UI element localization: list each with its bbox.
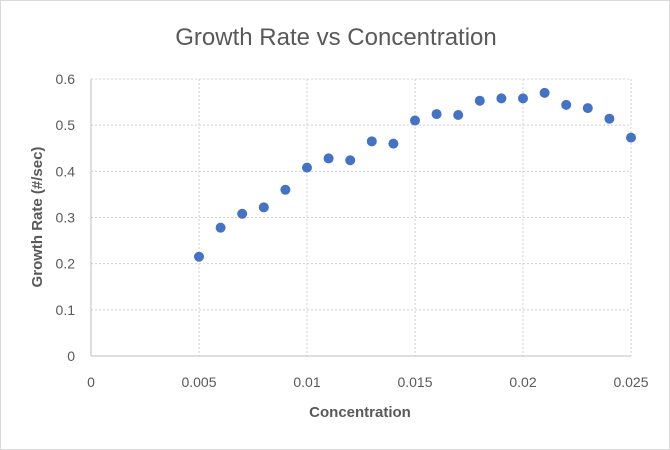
data-point — [518, 93, 528, 104]
x-tick-label: 0.025 — [613, 374, 648, 390]
y-tick-label: 0.5 — [56, 117, 76, 133]
y-tick-label: 0.2 — [56, 256, 76, 272]
data-point — [453, 110, 464, 121]
data-point — [302, 162, 312, 173]
data-point — [345, 155, 356, 166]
data-point — [539, 87, 550, 98]
data-points — [194, 87, 636, 262]
tick-labels: 0 0.1 0.2 0.3 0.4 0.5 0.6 0 0.005 0.01 0.015 0.02 0.… — [56, 71, 649, 390]
data-point — [237, 208, 248, 219]
x-tick-label: 0.005 — [181, 374, 216, 390]
x-tick-label: 0.01 — [293, 374, 320, 390]
data-point — [561, 99, 572, 110]
data-point — [258, 202, 269, 213]
x-tick-label: 0 — [87, 374, 95, 390]
y-tick-label: 0 — [67, 348, 75, 364]
x-tick-label: 0.02 — [509, 374, 536, 390]
data-point — [474, 95, 485, 106]
y-tick-label: 0.1 — [56, 302, 76, 318]
data-point — [496, 93, 507, 104]
y-tick-label: 0.4 — [56, 163, 76, 179]
data-point — [280, 184, 291, 195]
data-point — [626, 132, 636, 143]
data-point — [366, 136, 377, 147]
x-tick-label: 0.015 — [397, 374, 432, 390]
axes — [90, 79, 631, 357]
chart-title: Growth Rate vs Concentration — [175, 24, 496, 51]
data-point — [582, 103, 593, 114]
data-point — [215, 222, 226, 233]
data-point — [388, 138, 399, 149]
gridlines — [91, 78, 632, 356]
data-point — [194, 251, 204, 262]
y-tick-label: 0.3 — [56, 210, 76, 226]
data-point — [323, 153, 334, 164]
y-axis-title: Growth Rate (#/sec) — [29, 147, 46, 288]
x-axis-title: Concentration — [309, 404, 411, 421]
data-point — [431, 109, 442, 120]
data-point — [604, 113, 615, 124]
data-point — [410, 115, 420, 126]
y-tick-label: 0.6 — [56, 71, 76, 87]
